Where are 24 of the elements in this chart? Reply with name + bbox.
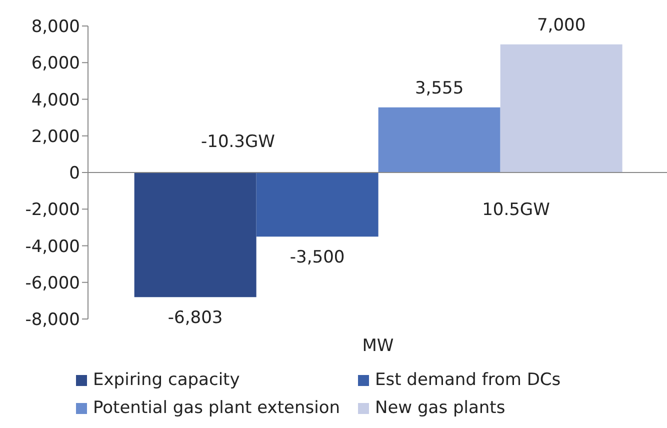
data-label: 7,000 (536, 15, 586, 36)
y-tick-label: -4,000 (25, 236, 80, 257)
data-label: 3,555 (414, 78, 464, 98)
y-tick-label: 2,000 (31, 126, 80, 147)
y-tick-label: -8,000 (25, 310, 80, 330)
data-label: -6,803 (168, 308, 223, 328)
data-label: -3,500 (290, 248, 345, 268)
bar (134, 172, 256, 298)
bar (500, 44, 622, 172)
y-tick-label: 8,000 (31, 17, 80, 38)
legend-label: New gas plants (375, 398, 506, 418)
y-tick-label: 0 (69, 164, 80, 184)
y-tick-label: -6,000 (25, 273, 80, 294)
bar (256, 172, 378, 237)
y-tick-label: 4,000 (31, 90, 80, 110)
x-axis-title: MW (362, 336, 394, 356)
legend-label: Est demand from DCs (375, 370, 561, 390)
bar (378, 107, 500, 172)
legend-label: Expiring capacity (93, 370, 240, 390)
annotation: -10.3GW (201, 132, 275, 152)
y-tick-label: 6,000 (31, 54, 80, 74)
legend-label: Potential gas plant extension (93, 398, 340, 418)
y-tick-label: -2,000 (25, 200, 80, 220)
annotation: 10.5GW (482, 200, 550, 220)
